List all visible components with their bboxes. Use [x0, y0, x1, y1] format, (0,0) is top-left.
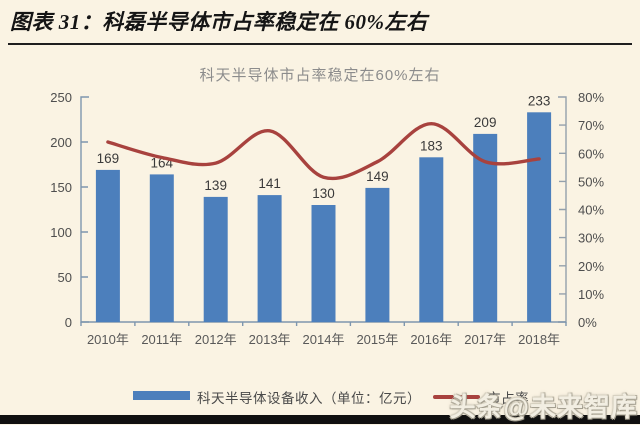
- x-axis-category-label: 2016年: [410, 332, 452, 347]
- x-axis-category-label: 2017年: [464, 332, 506, 347]
- bar-value-label: 130: [312, 186, 335, 201]
- bar-value-label: 141: [258, 176, 281, 191]
- x-axis-category-label: 2011年: [141, 332, 182, 347]
- x-axis-category-label: 2010年: [87, 332, 129, 347]
- bar-2014年: [311, 205, 336, 322]
- figure-header-title: 图表 31：科磊半导体市占率稳定在 60%左右: [10, 10, 428, 34]
- bar-2013年: [257, 195, 282, 322]
- bottom-black-bar: [0, 415, 640, 424]
- bar-2015年: [365, 187, 390, 322]
- right-axis-tick-label: 70%: [578, 118, 604, 133]
- right-axis: [558, 96, 567, 323]
- bar-value-label: 139: [204, 178, 227, 193]
- bar-2016年: [419, 157, 444, 322]
- right-axis-tick-label: 80%: [578, 90, 604, 105]
- left-axis-tick-label: 200: [50, 135, 72, 150]
- left-axis-tick-label: 100: [50, 225, 72, 240]
- right-axis-tick-label: 40%: [578, 203, 604, 218]
- bar-value-label: 233: [528, 93, 551, 108]
- bottom-axis: [80, 321, 567, 326]
- bar-value-label: 209: [474, 115, 497, 130]
- bar-value-label: 149: [366, 169, 389, 184]
- left-axis: [80, 96, 89, 323]
- chart-title: 科天半导体市占率稳定在60%左右: [199, 67, 441, 84]
- bar-2017年: [473, 133, 498, 322]
- x-axis-category-label: 2014年: [303, 332, 345, 347]
- right-axis-tick-label: 0%: [578, 315, 597, 330]
- bar-value-label: 169: [97, 151, 120, 166]
- bar-2012年: [203, 196, 228, 322]
- bar-2010年: [95, 169, 120, 322]
- left-axis-tick-label: 250: [50, 90, 72, 105]
- legend-line-swatch: [433, 395, 480, 399]
- right-axis-tick-label: 50%: [578, 174, 604, 189]
- legend-line-label: 市占率: [487, 391, 529, 406]
- left-axis-tick-label: 50: [58, 270, 72, 285]
- bar-value-label: 183: [420, 138, 443, 153]
- watermark-text: 头条@未来智库: [449, 392, 638, 422]
- right-axis-tick-label: 30%: [578, 231, 604, 246]
- right-axis-tick-label: 10%: [578, 287, 604, 302]
- header-underline: [8, 43, 632, 45]
- market-share-line: [106, 121, 541, 181]
- x-axis-category-label: 2018年: [518, 332, 560, 347]
- bar-2018年: [527, 112, 552, 322]
- legend-bar-swatch: [133, 391, 190, 400]
- x-axis-category-label: 2015年: [356, 332, 398, 347]
- bar-2011年: [149, 174, 174, 322]
- x-axis-category-label: 2012年: [195, 332, 237, 347]
- left-axis-tick-label: 150: [50, 180, 72, 195]
- left-axis-tick-label: 0: [65, 315, 72, 330]
- right-axis-tick-label: 20%: [578, 259, 604, 274]
- right-axis-tick-label: 60%: [578, 146, 604, 161]
- x-axis-category-label: 2013年: [249, 332, 291, 347]
- legend-bar-label: 科天半导体设备收入（单位：亿元）: [197, 391, 421, 406]
